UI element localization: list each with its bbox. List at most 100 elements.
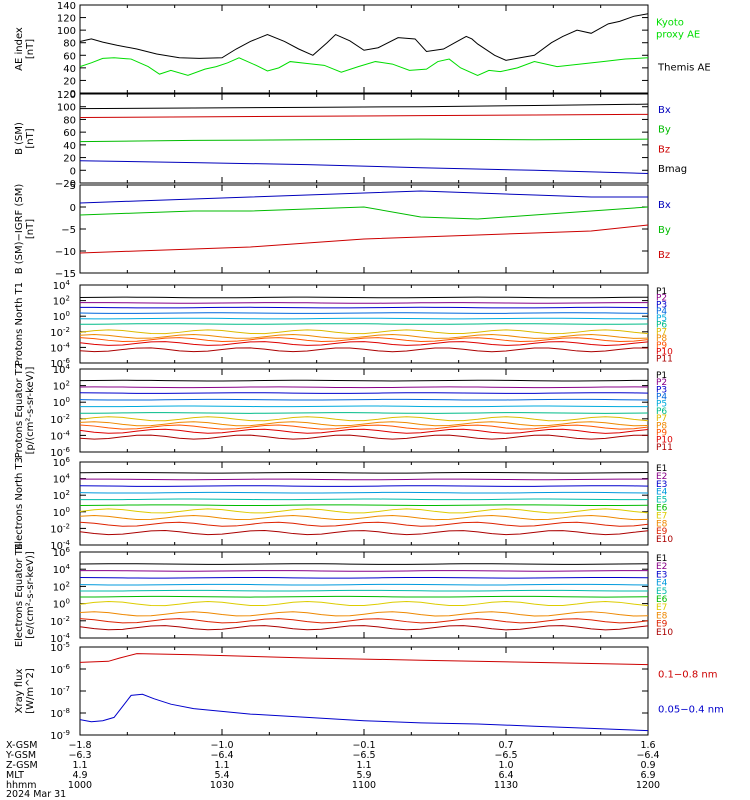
flux-line-p2: [79, 302, 649, 304]
legend-label: P8: [656, 421, 667, 431]
y-tick-label: 20: [63, 76, 76, 87]
y-axis-label: Xray flux: [14, 669, 25, 714]
flux-line-e7: [79, 600, 649, 607]
y-tick-label: 102: [53, 580, 70, 593]
legend-label: P2: [656, 378, 667, 388]
y-tick-label: 120: [57, 90, 76, 101]
y-tick-label: 104: [53, 279, 71, 292]
flux-line-p9: [79, 337, 649, 343]
flux-line-p4: [79, 312, 649, 314]
x-axis-tick-value: 1000: [68, 780, 92, 791]
x-axis-tick-value: 6.4: [498, 770, 513, 781]
legend-label: 0.05−0.4 nm: [658, 705, 724, 716]
x-axis-tick-value: 1.1: [72, 760, 87, 771]
x-axis-tick-value: −1.0: [210, 740, 233, 751]
legend-label: P3: [656, 300, 667, 310]
legend-label: E3: [656, 570, 667, 580]
legend-label: E3: [656, 480, 667, 490]
x-axis-tick-value: −6.5: [352, 750, 375, 761]
y-tick-label: 100: [53, 310, 70, 323]
y-tick-label: −20: [55, 179, 76, 190]
y-tick-label: 100: [57, 26, 76, 37]
flux-line-e8: [79, 515, 649, 521]
legend-label: P7: [656, 414, 667, 424]
flux-line-e5: [79, 498, 649, 501]
x-axis-tick-value: 1.1: [356, 760, 371, 771]
y-tick-label: 106: [53, 546, 71, 559]
y-tick-label: 104: [53, 363, 71, 376]
series-line-bz: [79, 224, 649, 254]
legend-label: P1: [656, 371, 667, 381]
legend-label: E10: [656, 535, 673, 545]
panel-frame-8: [79, 646, 649, 736]
x-axis-row-label: hhmm: [6, 780, 37, 791]
flux-line-e3: [79, 576, 649, 579]
legend-label: P11: [656, 354, 673, 364]
y-tick-label: 5: [70, 181, 76, 192]
legend-label: proxy AE: [656, 29, 700, 40]
panel-frame-7: [79, 551, 649, 639]
legend-label: Themis AE: [657, 63, 711, 74]
y-tick-label: 104: [53, 563, 71, 576]
flux-line-p8: [79, 421, 649, 427]
flux-line-e1: [79, 563, 649, 565]
y-tick-label: 10-4: [50, 632, 70, 645]
legend-label: Bx: [658, 105, 671, 116]
legend-label: E2: [656, 562, 667, 572]
legend-label: Bmag: [658, 164, 687, 175]
x-axis-tick-value: 1.6: [640, 740, 655, 751]
series-line-0-05-0-4-nm: [79, 693, 649, 732]
y-tick-label: 60: [63, 128, 76, 139]
flux-line-e3: [79, 485, 649, 487]
series-line-by: [79, 206, 649, 220]
series-line-kyoto-proxy-ae: [79, 57, 649, 76]
y-axis-label: Electrons Equator T4: [14, 543, 25, 647]
legend-label: Bz: [658, 250, 670, 261]
flux-line-p4: [79, 398, 649, 401]
x-axis-tick-value: 0.9: [640, 760, 655, 771]
panel-frame-3: [79, 184, 649, 274]
flux-line-e9: [79, 521, 649, 527]
series-line-by: [79, 138, 649, 143]
x-axis-row-label: MLT: [6, 770, 24, 781]
series-line-bz: [79, 113, 649, 119]
y-tick-label: 10-2: [50, 615, 70, 628]
flux-line-p11: [79, 434, 649, 440]
panel-frame-5: [79, 368, 649, 453]
flux-line-e5: [79, 589, 649, 592]
y-tick-label: 100: [57, 103, 76, 114]
legend-label: P5: [656, 400, 667, 410]
legend-label: Kyoto: [656, 17, 684, 28]
y-tick-label: 106: [53, 456, 71, 469]
flux-line-e10: [79, 625, 649, 631]
y-tick-label: 140: [57, 1, 76, 12]
x-axis-tick-value: 5.9: [356, 770, 371, 781]
legend-label: P6: [656, 321, 667, 331]
legend-label: P9: [656, 428, 667, 438]
y-tick-label: 102: [53, 295, 70, 308]
x-axis-row-label: X-GSM: [6, 740, 37, 751]
y-axis-label: [e/(cm²-s-sr-keV)]: [25, 551, 36, 639]
y-tick-label: 10-4: [50, 341, 70, 354]
legend-label: P1: [656, 287, 667, 297]
legend-label: P10: [656, 436, 673, 446]
y-tick-label: 120: [57, 14, 76, 25]
x-axis-row-label: Z-GSM: [6, 760, 38, 771]
legend-label: 0.1−0.8 nm: [658, 669, 717, 680]
flux-line-p6: [79, 323, 649, 325]
legend-label: P8: [656, 334, 667, 344]
legend-label: E6: [656, 595, 668, 605]
panel-frame-1: [79, 4, 649, 94]
legend-label: P4: [656, 393, 667, 403]
legend-label: E10: [656, 628, 673, 638]
flux-line-p7: [79, 416, 649, 422]
y-axis-label: [nT]: [25, 128, 36, 148]
x-axis-tick-value: −1.8: [68, 740, 91, 751]
y-axis-label: [W/m^2]: [25, 668, 36, 714]
legend-label: E5: [656, 496, 667, 506]
legend-label: E4: [656, 488, 668, 498]
legend-label: P11: [656, 443, 673, 453]
y-tick-label: 80: [63, 39, 76, 50]
legend-label: E2: [656, 472, 667, 482]
